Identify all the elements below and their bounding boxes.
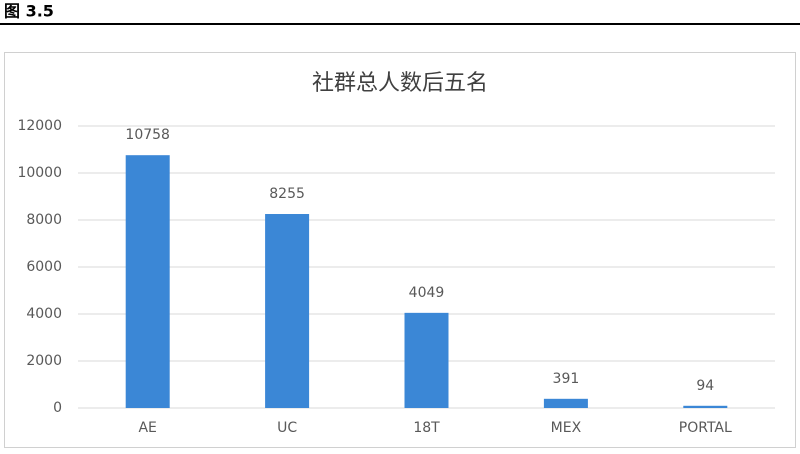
value-label: 10758: [125, 127, 170, 143]
bar: [404, 312, 449, 408]
x-tick-label: AE: [138, 420, 156, 436]
bar: [683, 405, 728, 408]
x-tick-label: PORTAL: [679, 420, 732, 436]
chart-title: 社群总人数后五名: [312, 71, 488, 96]
value-label: 391: [553, 371, 580, 387]
y-tick-label: 8000: [26, 212, 62, 228]
y-tick-label: 0: [53, 400, 62, 416]
figure-label: 图 3.5: [4, 2, 54, 21]
bar: [265, 214, 310, 408]
y-tick-label: 4000: [26, 306, 62, 322]
x-tick-label: 18T: [413, 420, 440, 436]
value-label: 94: [696, 378, 714, 394]
value-label: 4049: [409, 285, 445, 301]
y-tick-label: 12000: [17, 118, 62, 134]
x-tick-label: MEX: [551, 420, 582, 436]
y-tick-label: 6000: [26, 259, 62, 275]
bar: [543, 398, 588, 408]
y-tick-label: 2000: [26, 353, 62, 369]
y-tick-label: 10000: [17, 165, 62, 181]
bar: [125, 155, 170, 408]
x-tick-label: UC: [277, 420, 297, 436]
value-label: 8255: [269, 186, 305, 202]
chart-frame: [4, 52, 796, 448]
